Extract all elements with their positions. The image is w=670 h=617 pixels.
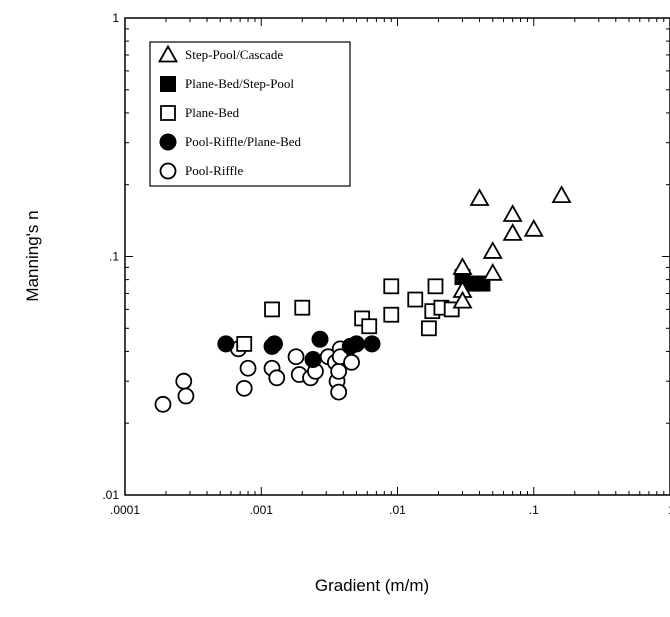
y-tick-label: .01 bbox=[102, 488, 119, 502]
y-tick-label: .1 bbox=[109, 250, 119, 264]
data-point bbox=[263, 337, 281, 355]
data-point bbox=[343, 353, 360, 371]
data-point bbox=[502, 223, 523, 241]
legend-markers bbox=[157, 44, 179, 180]
data-point bbox=[294, 299, 311, 316]
data-point bbox=[383, 306, 400, 323]
legend: Step-Pool/Cascade Plane-Bed/Step-Pool Pl… bbox=[149, 41, 351, 187]
legend-marker bbox=[160, 76, 176, 92]
axis-ticks bbox=[124, 18, 670, 496]
legend-marker bbox=[157, 44, 179, 63]
data-point bbox=[502, 204, 523, 222]
data-point bbox=[330, 383, 348, 401]
y-axis-title: Manning's n bbox=[23, 210, 42, 301]
legend-marker bbox=[160, 105, 176, 121]
x-tick-label: .001 bbox=[250, 503, 274, 517]
tick-labels: .0001 .001 .01 .1 1 .01 .1 1 bbox=[102, 11, 670, 517]
data-point bbox=[551, 185, 572, 204]
data-points bbox=[154, 185, 572, 413]
legend-label-plane-bed: Plane-Bed bbox=[185, 105, 240, 120]
data-point bbox=[383, 278, 400, 295]
data-point bbox=[361, 318, 378, 335]
data-point bbox=[427, 278, 444, 295]
data-point bbox=[363, 335, 381, 353]
data-point bbox=[523, 218, 544, 237]
data-point bbox=[482, 241, 503, 259]
data-point bbox=[217, 335, 235, 353]
data-point bbox=[239, 359, 257, 377]
legend-label-plane-bed-step-pool: Plane-Bed/Step-Pool bbox=[185, 76, 294, 91]
x-tick-label: .0001 bbox=[110, 503, 140, 517]
data-point bbox=[330, 362, 348, 380]
x-tick-label: .01 bbox=[389, 503, 406, 517]
data-point bbox=[177, 387, 195, 405]
data-point bbox=[452, 257, 473, 275]
data-point bbox=[407, 291, 424, 308]
data-point bbox=[236, 336, 253, 352]
legend-marker bbox=[159, 133, 177, 151]
data-point bbox=[264, 301, 280, 318]
data-point bbox=[482, 263, 503, 281]
data-point bbox=[452, 290, 473, 309]
legend-label-step-pool-cascade: Step-Pool/Cascade bbox=[185, 47, 283, 62]
legend-box bbox=[149, 41, 351, 187]
x-axis-title: Gradient (m/m) bbox=[315, 576, 429, 595]
data-point bbox=[175, 372, 193, 390]
data-point bbox=[311, 330, 329, 348]
x-tick-label: .1 bbox=[529, 503, 539, 517]
data-point bbox=[154, 395, 172, 413]
data-point bbox=[235, 379, 253, 397]
data-point bbox=[268, 369, 286, 387]
data-point bbox=[347, 335, 365, 353]
data-point bbox=[304, 350, 322, 368]
legend-marker bbox=[159, 162, 177, 180]
y-tick-label: 1 bbox=[112, 11, 119, 25]
x-tick-label: 1 bbox=[668, 503, 670, 517]
legend-label-pool-riffle: Pool-Riffle bbox=[185, 163, 243, 178]
data-point bbox=[287, 348, 305, 366]
data-point bbox=[420, 320, 437, 337]
data-point bbox=[469, 188, 490, 206]
legend-label-pool-riffle-plane-bed: Pool-Riffle/Plane-Bed bbox=[185, 134, 302, 149]
